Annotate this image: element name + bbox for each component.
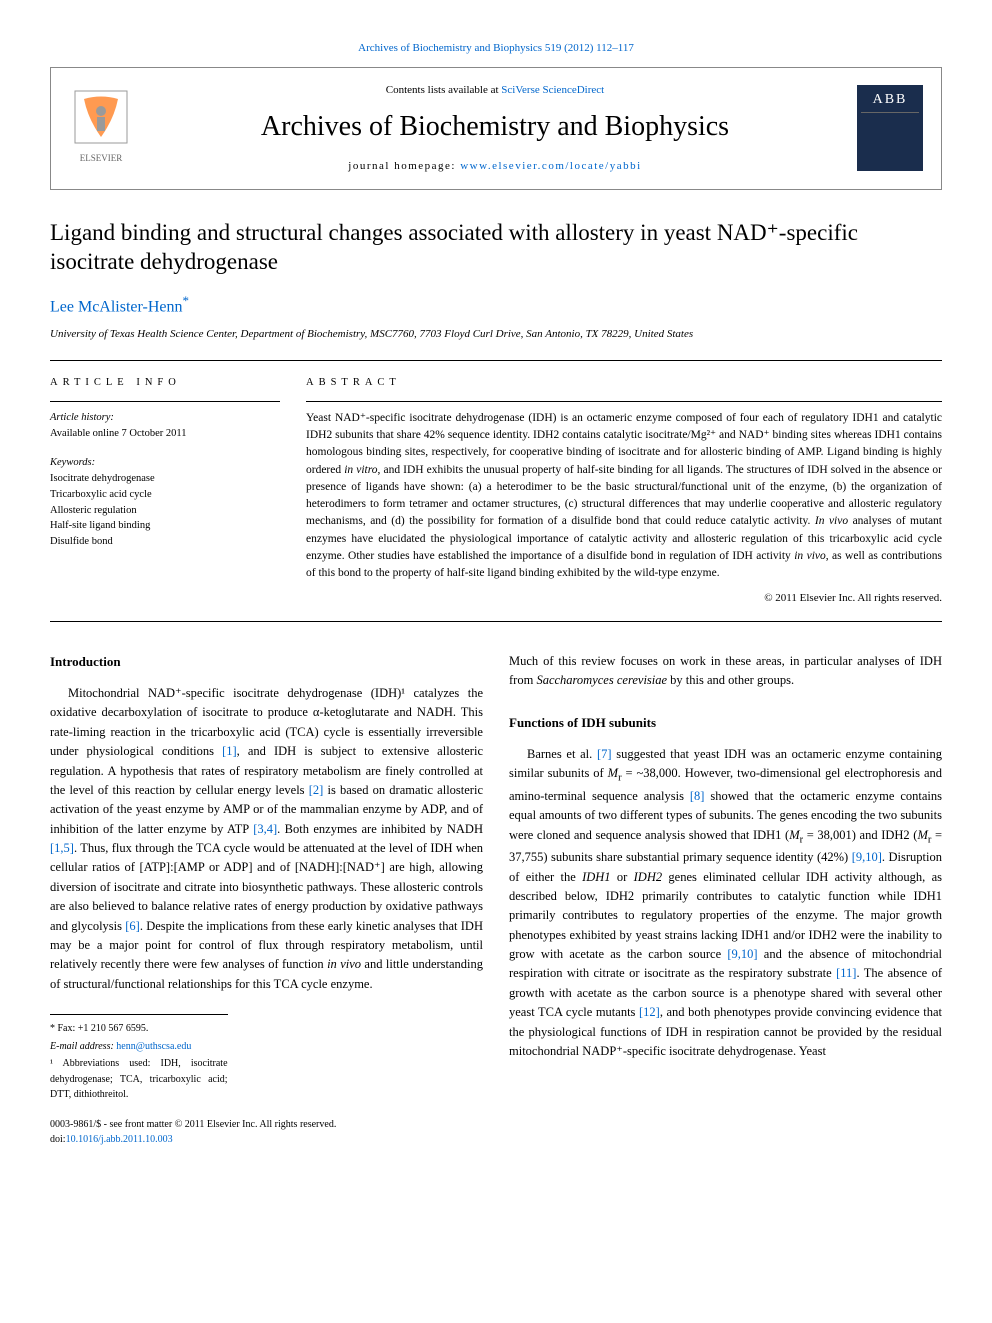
article-info-heading: ARTICLE INFO <box>50 375 280 391</box>
citation-link[interactable]: [6] <box>125 919 140 933</box>
info-rule1 <box>50 401 280 402</box>
corresp-star: * <box>183 293 190 308</box>
citation-link[interactable]: [7] <box>597 747 612 761</box>
functions-heading: Functions of IDH subunits <box>509 713 942 733</box>
body-two-column: Introduction Mitochondrial NAD⁺-specific… <box>50 652 942 1148</box>
footnotes: * Fax: +1 210 567 6595. E-mail address: … <box>50 1014 228 1103</box>
keyword: Half-site ligand binding <box>50 518 280 534</box>
info-abstract-row: ARTICLE INFO Article history: Available … <box>50 375 942 607</box>
history-label: Article history: <box>50 410 280 426</box>
keyword: Disulfide bond <box>50 534 280 550</box>
footnote-email: E-mail address: henn@uthscsa.edu <box>50 1039 228 1055</box>
citation-link[interactable]: [11] <box>836 966 856 980</box>
right-column: Much of this review focuses on work in t… <box>509 652 942 1148</box>
functions-paragraph: Barnes et al. [7] suggested that yeast I… <box>509 745 942 1062</box>
author-name[interactable]: Lee McAlister-Henn <box>50 299 183 316</box>
issn-line: 0003-9861/$ - see front matter © 2011 El… <box>50 1117 483 1133</box>
left-column: Introduction Mitochondrial NAD⁺-specific… <box>50 652 483 1148</box>
keyword: Tricarboxylic acid cycle <box>50 487 280 503</box>
article-title: Ligand binding and structural changes as… <box>50 218 942 278</box>
rule-bottom <box>50 621 942 622</box>
citation-link[interactable]: [9,10] <box>852 850 882 864</box>
doi-link[interactable]: 10.1016/j.abb.2011.10.003 <box>66 1134 173 1145</box>
contents-prefix: Contents lists available at <box>386 84 501 96</box>
footnote-fax: * Fax: +1 210 567 6595. <box>50 1021 228 1037</box>
header-center: Contents lists available at SciVerse Sci… <box>133 82 857 175</box>
doi-label: doi: <box>50 1134 66 1145</box>
doi-line: doi:10.1016/j.abb.2011.10.003 <box>50 1132 483 1148</box>
journal-name: Archives of Biochemistry and Biophysics <box>133 106 857 148</box>
intro-paragraph: Mitochondrial NAD⁺-specific isocitrate d… <box>50 684 483 994</box>
email-label: E-mail address: <box>50 1041 116 1052</box>
homepage-link[interactable]: www.elsevier.com/locate/yabbi <box>460 160 641 172</box>
abstract-body: Yeast NAD⁺-specific isocitrate dehydroge… <box>306 410 942 583</box>
abstract-column: ABSTRACT Yeast NAD⁺-specific isocitrate … <box>306 375 942 607</box>
citation-link[interactable]: [3,4] <box>253 822 277 836</box>
elsevier-logo: ELSEVIER <box>69 89 133 167</box>
citation-link[interactable]: [12] <box>639 1005 660 1019</box>
citation-link[interactable]: [2] <box>309 783 324 797</box>
author-line: Lee McAlister-Henn* <box>50 291 942 319</box>
contents-line: Contents lists available at SciVerse Sci… <box>133 82 857 99</box>
article-info-column: ARTICLE INFO Article history: Available … <box>50 375 280 607</box>
sciencedirect-link[interactable]: SciVerse ScienceDirect <box>501 84 604 96</box>
email-link[interactable]: henn@uthscsa.edu <box>116 1041 191 1052</box>
keyword-list: Isocitrate dehydrogenase Tricarboxylic a… <box>50 471 280 550</box>
abstract-copyright: © 2011 Elsevier Inc. All rights reserved… <box>306 590 942 607</box>
citation-link[interactable]: [8] <box>690 789 705 803</box>
top-citation: Archives of Biochemistry and Biophysics … <box>50 40 942 57</box>
footnote-abbrev: ¹ Abbreviations used: IDH, isocitrate de… <box>50 1056 228 1103</box>
intro-heading: Introduction <box>50 652 483 672</box>
homepage-line: journal homepage: www.elsevier.com/locat… <box>133 158 857 175</box>
citation-link[interactable]: [1,5] <box>50 841 74 855</box>
abstract-rule <box>306 401 942 402</box>
journal-cover-thumb: ABB <box>857 85 923 171</box>
affiliation: University of Texas Health Science Cente… <box>50 326 942 343</box>
cover-acronym: ABB <box>861 89 919 113</box>
journal-header-box: ELSEVIER Contents lists available at Sci… <box>50 67 942 190</box>
homepage-prefix: journal homepage: <box>348 160 460 172</box>
keywords-label: Keywords: <box>50 455 280 471</box>
col2-para1: Much of this review focuses on work in t… <box>509 652 942 691</box>
citation-link[interactable]: [1] <box>222 744 237 758</box>
history-value: Available online 7 October 2011 <box>50 426 280 442</box>
svg-text:ELSEVIER: ELSEVIER <box>80 153 123 163</box>
keyword: Isocitrate dehydrogenase <box>50 471 280 487</box>
keyword: Allosteric regulation <box>50 503 280 519</box>
abstract-heading: ABSTRACT <box>306 375 942 391</box>
citation-link[interactable]: [9,10] <box>727 947 757 961</box>
rule-top <box>50 360 942 361</box>
top-citation-link[interactable]: Archives of Biochemistry and Biophysics … <box>358 42 634 54</box>
bottom-meta: 0003-9861/$ - see front matter © 2011 El… <box>50 1117 483 1148</box>
